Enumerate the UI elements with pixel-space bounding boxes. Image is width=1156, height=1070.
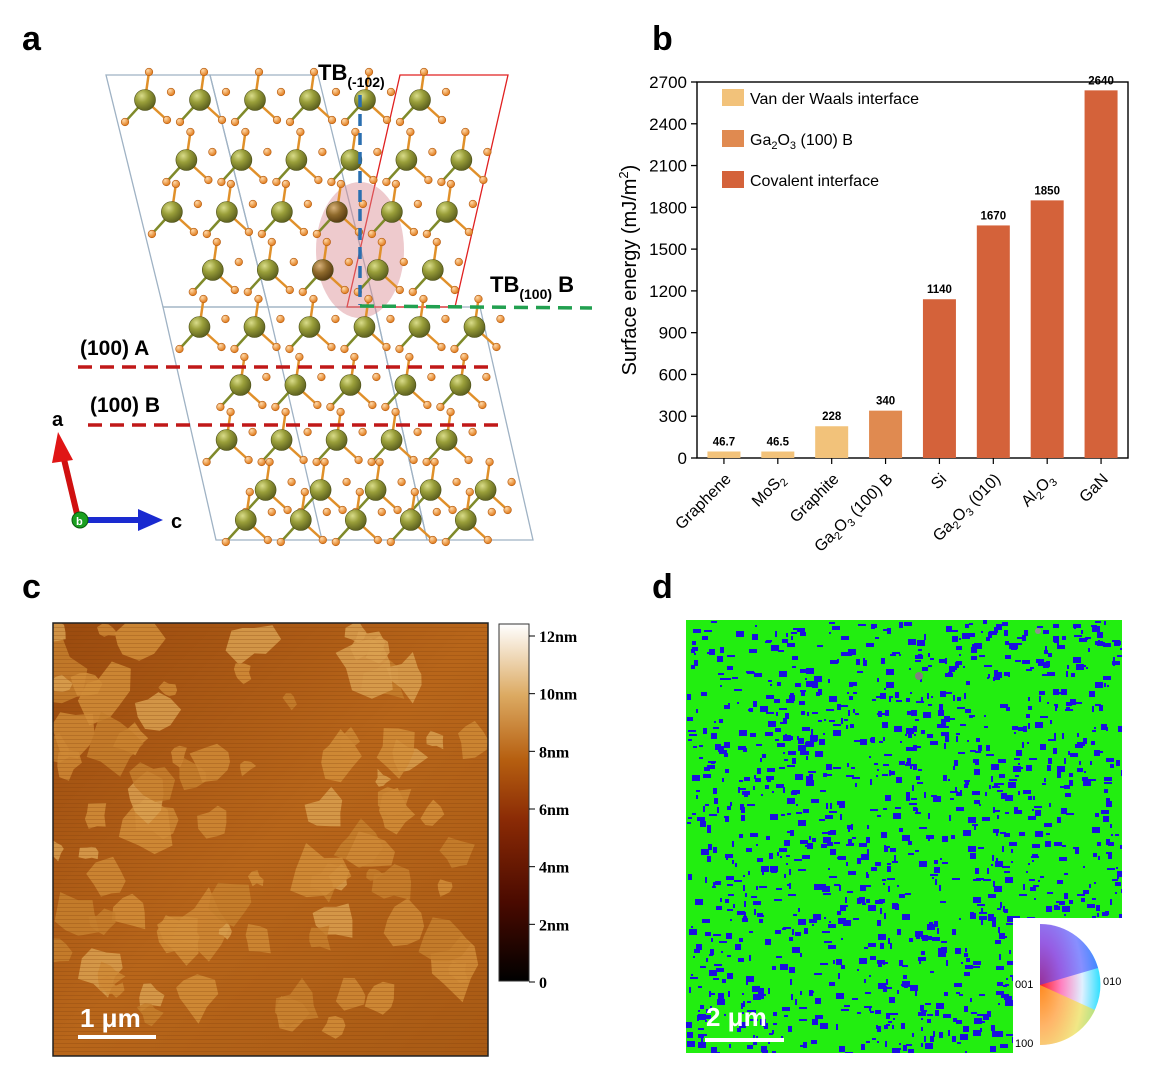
bar bbox=[922, 299, 956, 458]
ipf-label-010: 010 bbox=[1103, 976, 1121, 988]
colorbar-tick-label: 10nm bbox=[539, 687, 578, 704]
colorbar-tick-label: 6nm bbox=[539, 802, 570, 819]
panel-d-label: d bbox=[652, 568, 673, 606]
y-axis-label: Surface energy (mJ/m2) bbox=[616, 165, 641, 376]
c-axis-arrow-icon bbox=[138, 509, 163, 531]
legend-swatch bbox=[722, 130, 744, 147]
y-tick-label: 1800 bbox=[649, 198, 687, 217]
tb-102-label: TB(-102) bbox=[318, 60, 385, 90]
x-tick-label: Al2O3 bbox=[1018, 471, 1060, 513]
x-tick-label: MoS2 bbox=[749, 471, 791, 513]
gallium-atoms bbox=[134, 89, 497, 531]
y-tick-label: 1500 bbox=[649, 240, 687, 259]
y-tick-label: 2400 bbox=[649, 115, 687, 134]
y-tick-label: 900 bbox=[659, 324, 687, 343]
bar bbox=[1084, 90, 1118, 458]
bar-value-label: 46.7 bbox=[713, 436, 735, 448]
axis-b-label: b bbox=[76, 516, 83, 528]
x-tick-label: GaN bbox=[1077, 471, 1112, 506]
bar bbox=[761, 451, 795, 458]
bar-value-label: 1850 bbox=[1034, 185, 1060, 197]
bar-value-label: 340 bbox=[876, 396, 895, 408]
bar bbox=[815, 426, 849, 458]
panel-a: a TB(-102) TB(100) B (100) A (100) B bbox=[22, 20, 593, 547]
y-tick-label: 2700 bbox=[649, 73, 687, 92]
scalebar-d-label: 2 μm bbox=[706, 1002, 767, 1032]
axis-a-label: a bbox=[52, 409, 64, 431]
legend-label: Van der Waals interface bbox=[750, 91, 919, 108]
a-axis-arrow-icon bbox=[52, 432, 73, 463]
tb-100-line bbox=[359, 304, 593, 310]
y-tick-label: 0 bbox=[678, 449, 687, 468]
unit-cells bbox=[105, 74, 534, 541]
panel-c-label: c bbox=[22, 568, 41, 606]
height-colorbar bbox=[498, 623, 530, 982]
bar-value-label: 1670 bbox=[981, 210, 1007, 222]
panel-b-label: b bbox=[652, 20, 673, 58]
ipf-legend: 001 010 100 bbox=[1013, 918, 1128, 1053]
colorbar-tick-label: 2nm bbox=[539, 917, 570, 934]
oxygen-atoms bbox=[120, 67, 516, 547]
afm-image bbox=[53, 623, 488, 1056]
crystal-axes: a b c bbox=[52, 409, 182, 533]
bar-value-label: 228 bbox=[822, 411, 842, 423]
panel-d: d 001 010 100 2 μm bbox=[652, 568, 1128, 1053]
x-tick-label: Si bbox=[928, 471, 950, 493]
ipf-label-001: 001 bbox=[1015, 979, 1033, 991]
panel-c: c 1 μm 12nm 10nm 8nm 6nm 4nm 2nm 0 bbox=[22, 568, 578, 1057]
legend-swatch bbox=[722, 89, 744, 106]
colorbar-ticks: 12nm 10nm 8nm 6nm 4nm 2nm 0 bbox=[529, 629, 578, 992]
colorbar-tick-label: 12nm bbox=[539, 629, 578, 646]
legend-label: Covalent interface bbox=[750, 173, 879, 190]
x-tick-label: Graphene bbox=[672, 471, 734, 533]
bar bbox=[707, 451, 741, 458]
y-tick-label: 600 bbox=[659, 365, 687, 384]
bar-value-label: 1140 bbox=[927, 284, 952, 296]
bar bbox=[976, 225, 1010, 458]
b-axis-dot-icon bbox=[71, 511, 89, 529]
bar bbox=[869, 410, 903, 458]
colorbar-tick-label: 8nm bbox=[539, 744, 570, 761]
bar-value-label: 2640 bbox=[1088, 75, 1114, 87]
ipf-label-100: 100 bbox=[1015, 1038, 1033, 1050]
axis-c-label: c bbox=[171, 511, 182, 533]
plane-100a-label: (100) A bbox=[80, 337, 149, 360]
legend-swatch bbox=[722, 171, 744, 188]
panel-a-label: a bbox=[22, 20, 42, 58]
panel-b: b 0 300 600 900 1200 1500 1800 2100 2400 2700 Surf… bbox=[616, 20, 1129, 556]
legend-label: Ga2O3 (100) B bbox=[750, 132, 853, 152]
colorbar-tick-label: 4nm bbox=[539, 860, 570, 877]
scalebar-c-label: 1 μm bbox=[80, 1003, 141, 1033]
x-tick-label: Graphite bbox=[787, 471, 842, 526]
plot-frame bbox=[696, 81, 1129, 459]
tb-100-label: TB(100) B bbox=[490, 272, 574, 302]
colorbar-tick-label: 0 bbox=[539, 975, 547, 992]
y-tick-label: 1200 bbox=[649, 282, 687, 301]
bar-value-label: 46.5 bbox=[767, 437, 790, 449]
y-tick-label: 300 bbox=[659, 407, 687, 426]
y-tick-label: 2100 bbox=[649, 157, 687, 176]
plane-100b-label: (100) B bbox=[90, 394, 160, 417]
surface-energy-chart: 0 300 600 900 1200 1500 1800 2100 2400 2700 Surfac… bbox=[616, 73, 1129, 556]
bar bbox=[1030, 200, 1064, 459]
